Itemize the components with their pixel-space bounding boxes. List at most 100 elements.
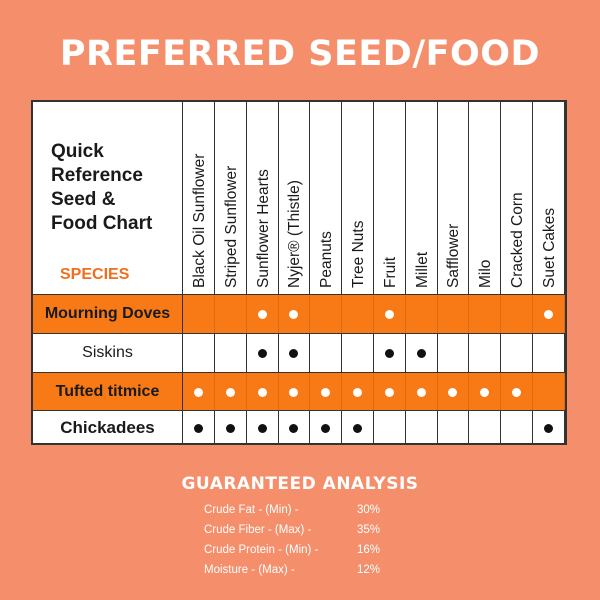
seed-food-chart: Quick Reference Seed & Food Chart SPECIE… (31, 100, 567, 445)
chart-cell (406, 295, 438, 333)
column-header: Millet (406, 102, 438, 294)
preference-dot (416, 348, 426, 358)
chart-cell (310, 295, 343, 333)
chart-cell (247, 373, 279, 411)
chart-cell (310, 411, 343, 445)
species-name: Mourning Doves (33, 295, 183, 333)
preference-dot (384, 348, 394, 358)
column-header: Suet Cakes (533, 102, 565, 294)
chart-cell (215, 411, 247, 445)
species-row: Tufted titmice (33, 372, 565, 411)
chart-cell (533, 295, 565, 333)
species-label: SPECIES (60, 266, 130, 283)
preference-dot (353, 423, 362, 433)
chart-cell (374, 295, 406, 333)
column-header: Fruit (374, 102, 406, 294)
chart-cell (469, 295, 502, 333)
quick-reference-label: Quick Reference Seed & Food Chart (51, 141, 153, 234)
analysis-row: Moisture - (Max) - 12% (204, 564, 404, 580)
chart-cell (469, 373, 502, 411)
chart-cell (310, 334, 343, 372)
column-header: Nyjer® (Thistle) (278, 102, 311, 294)
preference-dot (194, 423, 203, 433)
preference-dot (512, 387, 521, 397)
column-header: Sunflower Hearts (247, 102, 279, 294)
chart-cell (533, 411, 565, 445)
preference-dot (384, 309, 394, 319)
preference-dot (416, 387, 426, 397)
preference-dot (448, 387, 458, 397)
preference-dot (257, 348, 267, 358)
chart-cell (501, 295, 533, 333)
preference-dot (289, 348, 299, 358)
preference-dot (480, 387, 490, 397)
chart-header-cell: Quick Reference Seed & Food Chart SPECIE… (33, 102, 183, 294)
species-name: Tufted titmice (33, 373, 183, 411)
chart-cell (215, 373, 247, 411)
column-header: Cracked Corn (501, 102, 533, 294)
column-header-label: Safflower (445, 223, 463, 288)
preference-dot (353, 387, 362, 397)
column-header-label: Cracked Corn (509, 192, 526, 288)
chart-cell (469, 334, 502, 372)
chart-cell (533, 373, 565, 411)
chart-cell (310, 373, 343, 411)
preference-dot (225, 387, 235, 397)
column-header-label: Nyjer® (Thistle) (286, 180, 304, 288)
chart-cell (278, 373, 311, 411)
column-header: Tree Nuts (342, 102, 374, 294)
chart-cell (247, 295, 279, 333)
analysis-row: Crude Fat - (Min) - 30% (204, 504, 404, 520)
column-header: Safflower (437, 102, 470, 294)
guaranteed-analysis-title: GUARANTEED ANALYSIS (181, 474, 419, 494)
chart-cell (437, 411, 470, 445)
chart-cell (183, 411, 215, 445)
chart-cell (533, 334, 565, 372)
preference-dot (321, 423, 331, 433)
chart-cell (278, 334, 311, 372)
column-header-label: Suet Cakes (540, 207, 558, 288)
analysis-name: Crude Protein - (Min) - (204, 544, 319, 556)
preference-dot (257, 309, 267, 319)
chart-cell (342, 373, 374, 411)
analysis-value: 30% (356, 504, 380, 516)
column-header: Peanuts (310, 102, 343, 294)
chart-cell (342, 411, 374, 445)
chart-cell (469, 411, 502, 445)
column-header-label: Peanuts (318, 231, 336, 288)
chart-cell (278, 295, 311, 333)
column-header-label: Millet (413, 251, 431, 288)
column-header-label: Black Oil Sunflower (191, 153, 208, 288)
analysis-value: 12% (356, 564, 380, 576)
species-row: Mourning Doves (33, 294, 565, 333)
preference-dot (289, 423, 299, 433)
preference-dot (257, 387, 267, 397)
chart-cell (342, 334, 374, 372)
analysis-name: Crude Fiber - (Max) - (204, 524, 312, 536)
column-header-label: Fruit (381, 257, 399, 288)
chart-cell (278, 411, 311, 445)
column-header-label: Milo (477, 259, 495, 288)
preference-dot (289, 309, 299, 319)
chart-cell (215, 295, 247, 333)
analysis-value: 16% (356, 544, 380, 556)
chart-cell (437, 295, 470, 333)
preference-dot (257, 423, 267, 433)
analysis-row: Crude Protein - (Min) - 16% (204, 544, 404, 560)
chart-cell (406, 334, 438, 372)
preference-dot (543, 423, 553, 433)
column-header-label: Sunflower Hearts (254, 169, 272, 288)
column-header-label: Striped Sunflower (222, 165, 240, 288)
chart-cell (501, 411, 533, 445)
chart-cell (183, 373, 215, 411)
chart-cell (437, 334, 470, 372)
preference-dot (225, 423, 235, 433)
chart-cell (374, 411, 406, 445)
analysis-row: Crude Fiber - (Max) - 35% (204, 524, 404, 540)
chart-cell (374, 334, 406, 372)
species-row: Siskins (33, 333, 565, 372)
chart-cell (437, 373, 470, 411)
preference-dot (194, 387, 203, 397)
chart-cell (342, 295, 374, 333)
preference-dot (289, 387, 299, 397)
